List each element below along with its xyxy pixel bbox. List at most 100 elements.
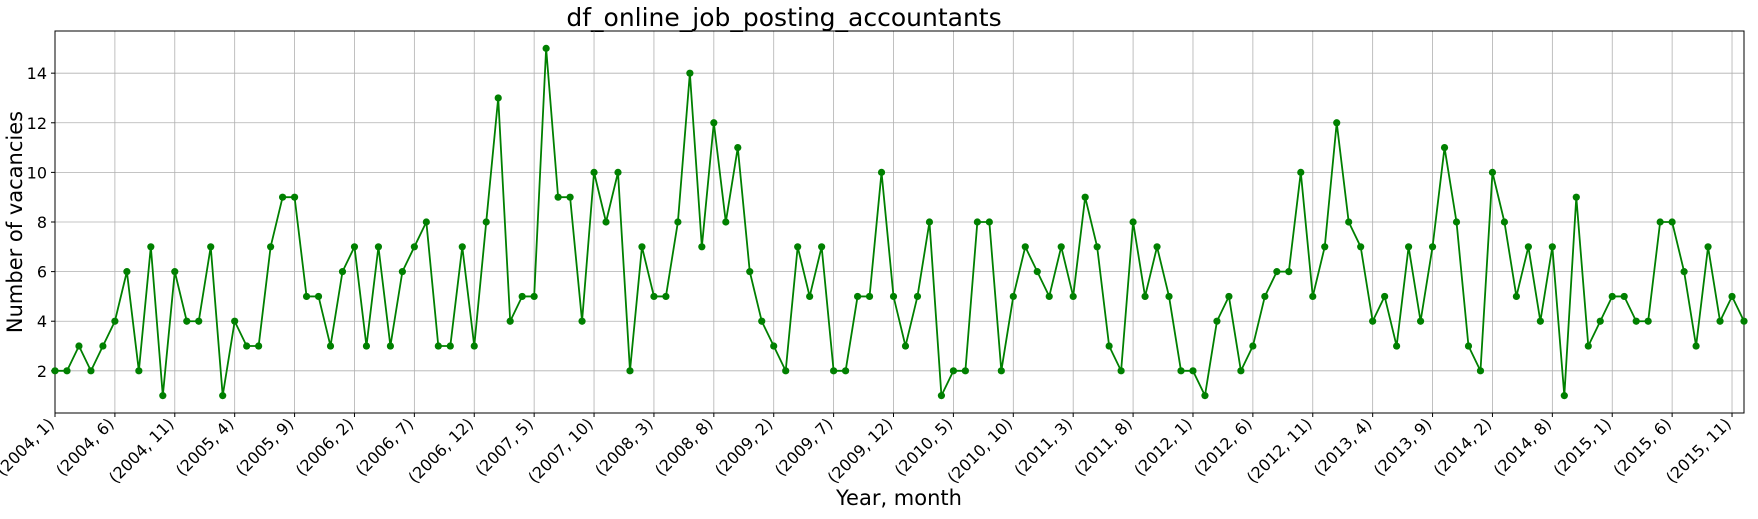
data-point — [1404, 243, 1413, 251]
y-tick-label: 2 — [37, 362, 47, 381]
data-point — [949, 367, 958, 375]
data-point — [1153, 243, 1161, 251]
data-point — [877, 168, 886, 176]
data-point — [542, 44, 550, 52]
data-point — [1596, 317, 1604, 325]
data-point — [99, 342, 107, 350]
data-point — [1692, 342, 1700, 350]
data-point — [913, 292, 922, 301]
data-point — [1321, 243, 1329, 251]
data-point — [1237, 367, 1245, 375]
data-point — [386, 342, 395, 350]
data-point — [1117, 367, 1125, 375]
data-point — [578, 317, 586, 325]
data-point — [530, 292, 538, 301]
x-tick-label: (2005, 9) — [232, 414, 297, 479]
data-point — [326, 342, 335, 350]
data-point — [1297, 168, 1305, 176]
data-point — [338, 268, 347, 276]
x-tick-label: (2014, 2) — [1430, 414, 1495, 479]
data-point — [314, 292, 323, 301]
y-axis: 2 4 6 8 10 12 14 — [27, 64, 55, 381]
x-tick-label: (2012, 11) — [1243, 414, 1316, 487]
x-tick-label: (2006, 12) — [404, 414, 477, 487]
data-point — [422, 218, 430, 226]
data-point — [243, 342, 251, 350]
x-tick-label: (2005, 4) — [172, 414, 237, 479]
x-tick-label: (2015, 1) — [1550, 414, 1615, 479]
data-point — [1393, 342, 1401, 350]
data-point — [818, 243, 826, 251]
data-point — [1716, 317, 1724, 325]
data-point — [1357, 243, 1365, 251]
data-point — [937, 392, 946, 400]
data-point — [1476, 367, 1485, 375]
data-point — [782, 367, 790, 375]
data-point — [278, 193, 287, 201]
data-point — [446, 342, 454, 350]
x-tick-label: (2012, 1) — [1130, 414, 1195, 479]
data-point — [710, 119, 718, 127]
y-axis-label: Number of vacancies — [3, 111, 27, 333]
data-point — [1081, 193, 1089, 201]
data-point — [626, 367, 634, 375]
x-tick-label: (2006, 2) — [292, 414, 357, 479]
data-point — [841, 367, 850, 375]
x-tick-label: (2014, 8) — [1490, 414, 1555, 479]
data-point — [901, 342, 910, 350]
data-point — [63, 367, 71, 375]
data-point — [1740, 317, 1748, 325]
data-point — [590, 168, 598, 176]
x-tick-label: (2007, 10) — [524, 414, 597, 487]
x-tick-label: (2009, 12) — [824, 414, 897, 487]
data-point — [806, 292, 814, 301]
data-point — [1189, 367, 1197, 375]
data-point — [1608, 292, 1616, 301]
data-point — [1261, 292, 1269, 301]
data-point — [770, 342, 778, 350]
data-point — [207, 243, 215, 251]
data-point — [302, 292, 311, 301]
y-tick-label: 10 — [27, 163, 47, 182]
data-point — [734, 143, 742, 152]
data-point — [1452, 218, 1461, 226]
y-tick-label: 6 — [37, 263, 47, 282]
data-point — [159, 392, 167, 400]
data-point — [1512, 292, 1521, 301]
x-tick-label: (2008, 8) — [651, 414, 716, 479]
data-point — [1201, 392, 1209, 400]
data-point — [1620, 292, 1628, 301]
data-point — [111, 317, 119, 325]
data-point — [1273, 268, 1281, 276]
data-point — [1369, 317, 1377, 325]
data-point — [1680, 268, 1688, 276]
x-tick-label: (2004, 11) — [105, 414, 178, 487]
data-point — [889, 292, 898, 301]
data-point — [494, 94, 502, 102]
data-point — [267, 243, 275, 251]
data-point — [1428, 243, 1437, 251]
data-point — [638, 243, 646, 251]
grid-lines — [54, 31, 1744, 413]
data-point — [1500, 218, 1509, 226]
data-point — [1488, 168, 1497, 176]
data-point — [997, 367, 1005, 375]
data-point — [1045, 292, 1053, 301]
data-point — [1093, 243, 1101, 251]
data-point — [554, 193, 562, 201]
data-point — [470, 342, 478, 350]
data-point — [698, 243, 706, 251]
data-point — [961, 367, 969, 375]
data-point — [1033, 268, 1041, 276]
x-tick-label: (2011, 8) — [1070, 414, 1135, 479]
data-point — [123, 268, 131, 276]
data-point — [1440, 143, 1449, 152]
x-tick-label: (2010, 10) — [943, 414, 1016, 487]
data-point — [75, 342, 83, 350]
data-point — [410, 243, 418, 251]
data-point — [985, 218, 993, 226]
data-point — [566, 193, 574, 201]
data-point — [482, 218, 490, 226]
data-point — [1009, 292, 1017, 301]
data-point — [1656, 218, 1664, 226]
